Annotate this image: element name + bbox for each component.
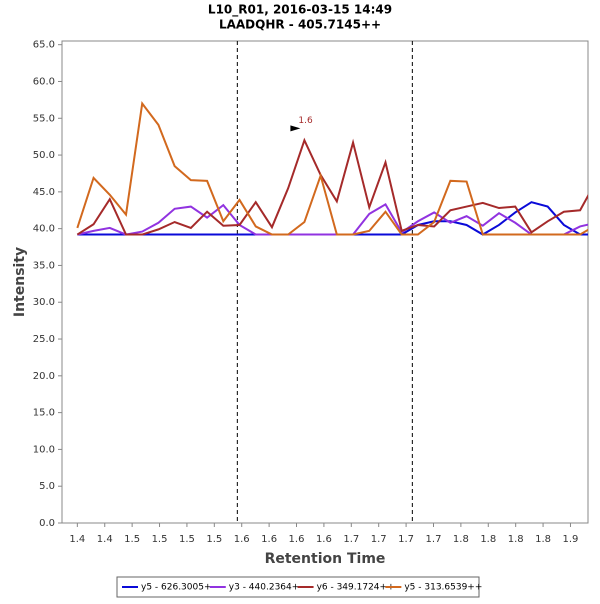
y-tick-label: 15.0 <box>33 408 55 419</box>
x-tick-label: 1.8 <box>480 534 496 545</box>
x-tick-label: 1.4 <box>69 534 85 545</box>
legend-label: y5 - 626.3005+ <box>141 583 212 593</box>
y-tick-label: 55.0 <box>33 113 55 124</box>
y-tick-label: 10.0 <box>33 444 55 455</box>
x-tick-label: 1.6 <box>289 534 305 545</box>
y-tick-label: 50.0 <box>33 150 55 161</box>
y-tick-label: 20.0 <box>33 371 55 382</box>
x-tick-label: 1.7 <box>371 534 387 545</box>
x-tick-label: 1.7 <box>426 534 442 545</box>
x-tick-label: 1.6 <box>261 534 277 545</box>
x-tick-label: 1.5 <box>124 534 140 545</box>
x-tick-label: 1.6 <box>316 534 332 545</box>
chart-title: L10_R01, 2016-03-15 14:49 <box>208 3 392 18</box>
y-tick-label: 65.0 <box>33 40 55 51</box>
y-axis-label: Intensity <box>12 247 28 317</box>
x-tick-label: 1.7 <box>398 534 414 545</box>
plot-area <box>76 41 588 523</box>
y-tick-label: 0.0 <box>39 518 55 529</box>
y-tick-label: 35.0 <box>33 260 55 271</box>
x-tick-label: 1.7 <box>343 534 359 545</box>
series-line <box>76 101 588 236</box>
y-tick-label: 45.0 <box>33 187 55 198</box>
legend-label: y5 - 313.6539++ <box>404 583 482 593</box>
x-tick-label: 1.9 <box>563 534 579 545</box>
x-tick-label: 1.5 <box>179 534 195 545</box>
y-tick-label: 25.0 <box>33 334 55 345</box>
plot-frame <box>61 40 589 524</box>
x-tick-label: 1.5 <box>206 534 222 545</box>
y-tick-label: 30.0 <box>33 297 55 308</box>
legend-label: y3 - 440.2364+ <box>229 583 300 593</box>
y-tick-label: 5.0 <box>39 481 55 492</box>
x-tick-label: 1.5 <box>152 534 168 545</box>
y-tick-label: 40.0 <box>33 224 55 235</box>
y-tick-label: 60.0 <box>33 76 55 87</box>
x-axis-label: Retention Time <box>265 551 386 567</box>
x-tick-label: 1.8 <box>535 534 551 545</box>
x-tick-label: 1.8 <box>508 534 524 545</box>
annotation-arrow <box>290 125 301 132</box>
annotation: 1.6 <box>298 116 313 126</box>
legend-label: y6 - 349.1724++ <box>317 583 395 593</box>
chart-subtitle: LAADQHR - 405.7145++ <box>219 18 381 32</box>
x-tick-label: 1.6 <box>234 534 250 545</box>
x-tick-label: 1.4 <box>97 534 113 545</box>
series-line <box>76 137 588 236</box>
x-tick-label: 1.8 <box>453 534 469 545</box>
